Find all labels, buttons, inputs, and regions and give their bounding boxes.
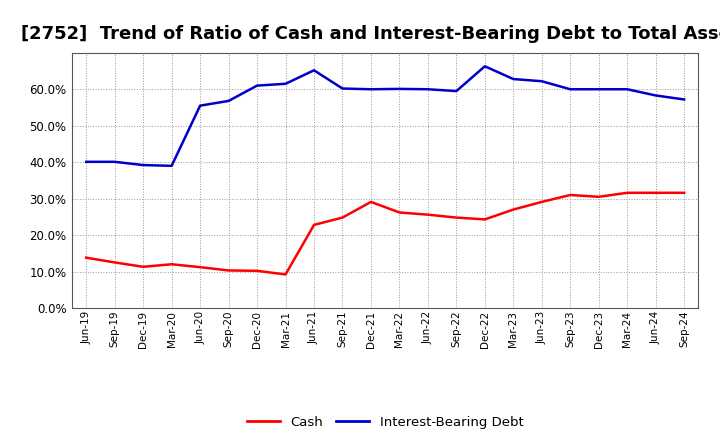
Title: [2752]  Trend of Ratio of Cash and Interest-Bearing Debt to Total Assets: [2752] Trend of Ratio of Cash and Intere… bbox=[21, 25, 720, 43]
Legend: Cash, Interest-Bearing Debt: Cash, Interest-Bearing Debt bbox=[241, 411, 529, 434]
